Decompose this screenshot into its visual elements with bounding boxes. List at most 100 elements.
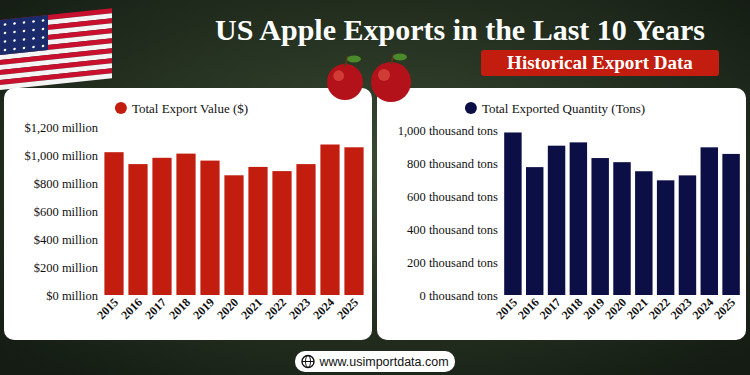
category-label: 2020 — [602, 295, 629, 322]
tick-label: $600 million — [34, 205, 99, 219]
bar — [657, 180, 674, 295]
category-label: 2022 — [262, 295, 289, 322]
flag-stripe — [0, 73, 112, 90]
flag-star — [4, 49, 7, 52]
category-label: 2018 — [559, 295, 586, 322]
category-label: 2022 — [646, 295, 673, 322]
category-label: 2023 — [668, 295, 695, 322]
tick-label: 400 thousand tons — [407, 223, 498, 237]
apple-body — [327, 64, 363, 100]
legend: Total Export Value ($) — [115, 101, 248, 116]
flag-canton — [0, 15, 48, 55]
category-label: 2021 — [624, 295, 651, 322]
flag-star — [42, 19, 45, 22]
flag-star — [23, 38, 26, 41]
tick-mark — [99, 239, 101, 240]
bars — [504, 132, 740, 295]
flag-star — [13, 31, 16, 34]
tick-label: $1,200 million — [24, 121, 98, 135]
category-label: 2016 — [118, 295, 145, 322]
tick-mark — [99, 183, 101, 184]
tick-label: 1,000 thousand tons — [398, 124, 498, 138]
category-label: 2017 — [142, 295, 169, 322]
tick-mark — [499, 229, 501, 230]
tick-label: $400 million — [34, 233, 99, 247]
bar — [224, 175, 243, 295]
apple-leaf — [393, 54, 407, 61]
bar — [548, 146, 565, 295]
bar — [613, 162, 630, 295]
apple — [327, 56, 363, 101]
bar — [591, 158, 608, 295]
category-label: 2025 — [711, 295, 738, 322]
flag-star — [42, 36, 45, 39]
category-label: 2015 — [493, 295, 520, 322]
category-label: 2025 — [334, 295, 361, 322]
flag-star — [42, 28, 45, 31]
tick-label: $1,000 million — [24, 149, 98, 163]
bar — [248, 167, 267, 295]
flag-star — [4, 23, 7, 26]
globe-icon — [302, 356, 314, 368]
apple-body — [371, 62, 411, 102]
flag-star — [13, 22, 16, 25]
chart: $0 million $200 million $400 million $600 m… — [24, 101, 363, 323]
subtitle: Historical Export Data — [507, 52, 693, 73]
apple-shine — [378, 69, 390, 81]
bar — [635, 171, 652, 295]
category-label: 2021 — [238, 295, 265, 322]
flag-star — [32, 29, 35, 32]
panel — [4, 88, 372, 340]
tick-mark — [99, 267, 101, 268]
background — [0, 0, 750, 375]
bar — [722, 154, 739, 295]
tick-mark — [499, 262, 501, 263]
flag-star — [13, 48, 16, 51]
category-label: 2024 — [690, 295, 717, 322]
flag-star — [4, 40, 7, 43]
category-label: 2016 — [515, 295, 542, 322]
bar — [344, 147, 363, 295]
globe-icon — [302, 361, 314, 362]
flag-star — [42, 45, 45, 48]
flag-star — [4, 32, 7, 35]
footer-box — [295, 351, 455, 372]
category-label: 2019 — [580, 295, 607, 322]
apple-stem — [345, 56, 348, 66]
flag-star — [23, 47, 26, 50]
bar — [152, 158, 171, 295]
canvas: US Apple Exports in the Last 10 Years His… — [0, 0, 750, 375]
bar — [272, 171, 291, 295]
category-label: 2023 — [286, 295, 313, 322]
tick-label: 800 thousand tons — [407, 157, 498, 171]
bars — [104, 145, 363, 296]
tick-mark — [99, 295, 101, 296]
category-label: 2015 — [94, 295, 121, 322]
legend-swatch — [465, 102, 477, 114]
panel — [377, 88, 746, 340]
bar — [526, 167, 543, 295]
bar — [296, 164, 315, 295]
subtitle-box — [481, 50, 719, 76]
tick-mark — [99, 211, 101, 212]
category-label: 2017 — [537, 295, 564, 322]
flag — [0, 8, 112, 90]
apple — [371, 54, 411, 103]
category-label: 2020 — [214, 295, 241, 322]
title: US Apple Exports in the Last 10 Years — [215, 13, 705, 46]
bar — [128, 164, 147, 295]
tick-label: 0 thousand tons — [420, 289, 499, 303]
bar — [320, 145, 339, 296]
legend: Total Exported Quantity (Tons) — [465, 101, 645, 116]
bar — [200, 161, 219, 295]
tick-label: $800 million — [34, 177, 99, 191]
chart: 0 thousand tons200 thousand tons400 thou… — [398, 101, 740, 323]
legend-label: Total Export Value ($) — [132, 101, 248, 116]
apple-leaf — [347, 56, 361, 63]
tick-label: 600 thousand tons — [407, 190, 498, 204]
tick-label: $0 million — [46, 289, 98, 303]
category-label: 2018 — [166, 295, 193, 322]
tick-label: $200 million — [34, 261, 99, 275]
flag-star — [32, 46, 35, 49]
bar — [679, 175, 696, 295]
